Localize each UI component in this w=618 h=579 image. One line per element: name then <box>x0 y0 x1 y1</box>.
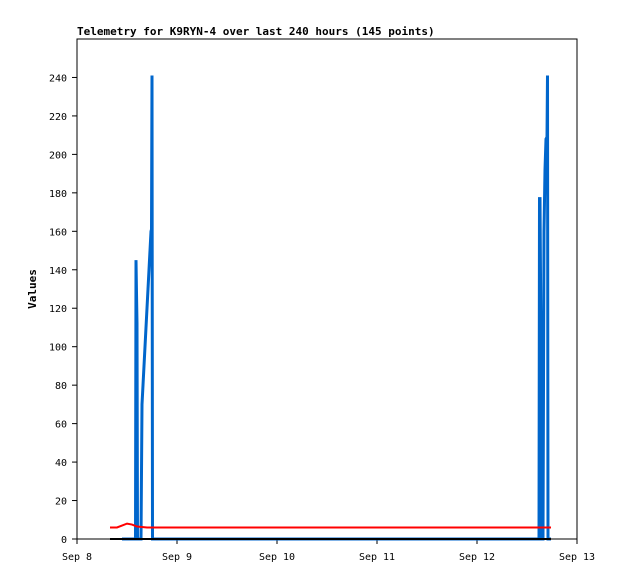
y-tick-label: 0 <box>61 535 67 546</box>
y-tick-label: 120 <box>49 304 67 315</box>
x-tick-label: Sep 13 <box>559 552 595 563</box>
series-layer <box>110 75 551 541</box>
series-line-1 <box>122 75 551 541</box>
y-tick-label: 160 <box>49 227 67 238</box>
y-tick-label: 240 <box>49 73 67 84</box>
series-line-2 <box>110 522 551 529</box>
y-tick-label: 20 <box>55 497 67 508</box>
y-tick-label: 140 <box>49 266 67 277</box>
x-tick-label: Sep 12 <box>459 552 495 563</box>
chart-title: Telemetry for K9RYN-4 over last 240 hour… <box>77 25 435 38</box>
y-tick-label: 100 <box>49 343 67 354</box>
x-tick-label: Sep 11 <box>359 552 395 563</box>
x-tick-label: Sep 8 <box>62 552 92 563</box>
y-tick-label: 60 <box>55 420 67 431</box>
y-tick-label: 200 <box>49 150 67 161</box>
y-axis: 0 20 40 60 80 100 120 140 160 180 200 220 240 <box>49 73 77 546</box>
x-tick-label: Sep 9 <box>162 552 192 563</box>
y-tick-label: 80 <box>55 381 67 392</box>
x-tick-label: Sep 10 <box>259 552 295 563</box>
y-tick-label: 220 <box>49 112 67 123</box>
y-axis-title: Values <box>26 269 39 309</box>
y-tick-label: 40 <box>55 458 67 469</box>
y-tick-label: 180 <box>49 189 67 200</box>
